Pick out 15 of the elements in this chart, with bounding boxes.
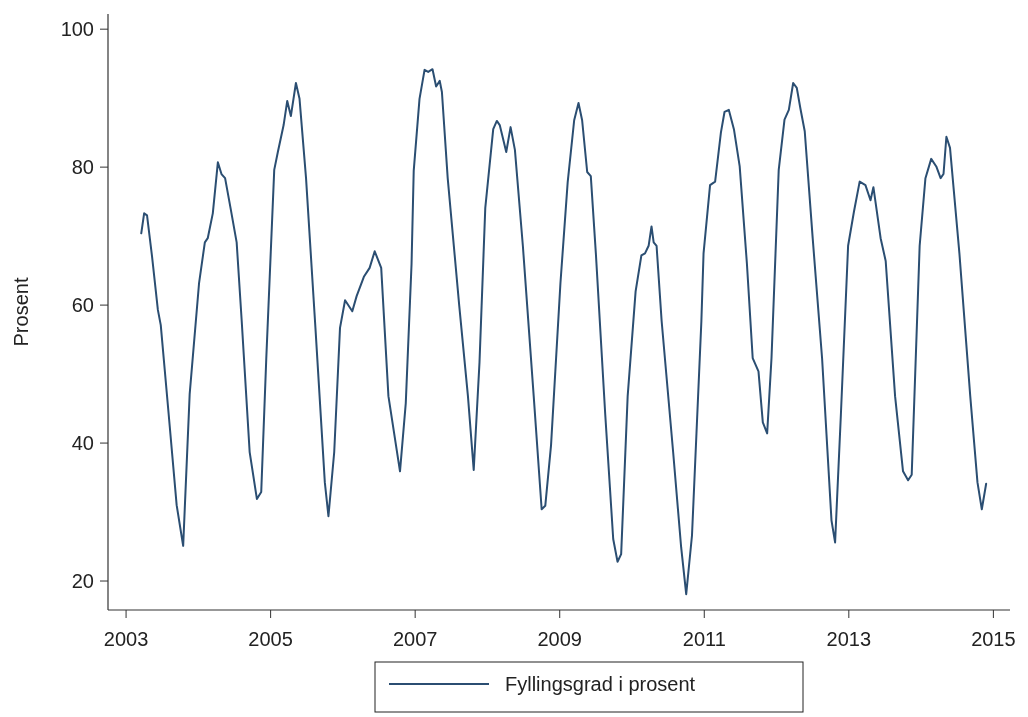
y-axis-title: Prosent (10, 277, 32, 347)
x-tick-label: 2009 (537, 628, 582, 650)
y-tick-label: 40 (71, 432, 94, 455)
y-tick-label: 100 (60, 18, 94, 41)
x-tick-label: 2005 (248, 628, 293, 650)
x-tick-label: 2015 (971, 628, 1016, 650)
y-tick-label: 20 (71, 570, 94, 593)
y-tick-label: 80 (71, 156, 94, 179)
x-tick-label: 2013 (826, 628, 872, 650)
x-tick-label: 2007 (392, 628, 438, 650)
x-tick-label: 2011 (682, 628, 726, 650)
line-series (140, 68, 988, 596)
x-tick-label: 2003 (103, 628, 149, 650)
y-tick-label: 60 (71, 294, 94, 317)
legend-label: Fyllingsgrad i prosent (505, 673, 696, 695)
